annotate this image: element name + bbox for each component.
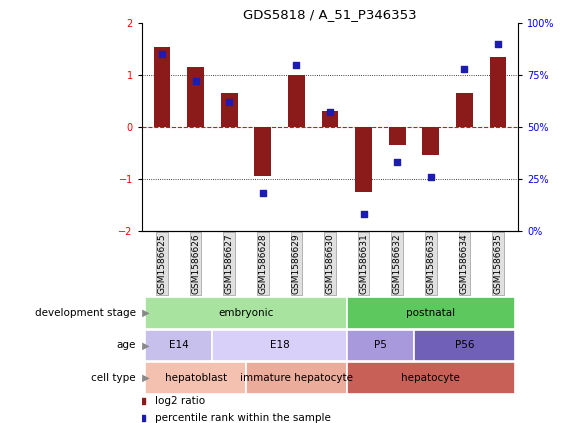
Bar — [254, 127, 271, 176]
Text: cell type: cell type — [91, 373, 136, 383]
Bar — [490, 57, 507, 127]
Text: E14: E14 — [169, 341, 189, 350]
Text: hepatocyte: hepatocyte — [401, 373, 460, 383]
Text: immature hepatocyte: immature hepatocyte — [240, 373, 353, 383]
Point — [359, 211, 368, 217]
Point — [258, 190, 267, 197]
Bar — [221, 93, 237, 127]
Point — [225, 99, 234, 105]
Point — [460, 66, 469, 72]
Point — [191, 78, 200, 85]
Point — [393, 159, 402, 165]
Point — [325, 109, 335, 116]
Text: P56: P56 — [455, 341, 474, 350]
Bar — [145, 297, 347, 329]
Text: development stage: development stage — [35, 308, 136, 318]
Point — [493, 41, 503, 47]
Text: log2 ratio: log2 ratio — [155, 396, 205, 406]
Bar — [145, 362, 246, 394]
Text: embryonic: embryonic — [218, 308, 274, 318]
Text: age: age — [117, 341, 136, 350]
Text: postnatal: postnatal — [406, 308, 456, 318]
Text: ▶: ▶ — [139, 341, 149, 350]
Bar — [187, 67, 204, 127]
Text: ▶: ▶ — [139, 373, 149, 383]
Point — [426, 173, 435, 180]
Text: E18: E18 — [270, 341, 290, 350]
Text: P5: P5 — [374, 341, 387, 350]
Text: percentile rank within the sample: percentile rank within the sample — [155, 412, 331, 423]
Point — [292, 61, 301, 68]
Text: hepatoblast: hepatoblast — [164, 373, 227, 383]
Bar — [246, 362, 347, 394]
Bar — [347, 297, 515, 329]
Title: GDS5818 / A_51_P346353: GDS5818 / A_51_P346353 — [243, 8, 417, 21]
Bar — [347, 362, 515, 394]
Bar — [153, 47, 170, 127]
Bar — [347, 330, 414, 361]
Bar — [356, 127, 372, 192]
Bar — [321, 111, 339, 127]
Text: ▶: ▶ — [139, 308, 149, 318]
Bar — [456, 93, 473, 127]
Bar — [212, 330, 347, 361]
Bar — [288, 75, 305, 127]
Bar — [414, 330, 515, 361]
Bar — [389, 127, 406, 145]
Bar — [423, 127, 439, 155]
Point — [157, 51, 167, 58]
Bar — [145, 330, 212, 361]
